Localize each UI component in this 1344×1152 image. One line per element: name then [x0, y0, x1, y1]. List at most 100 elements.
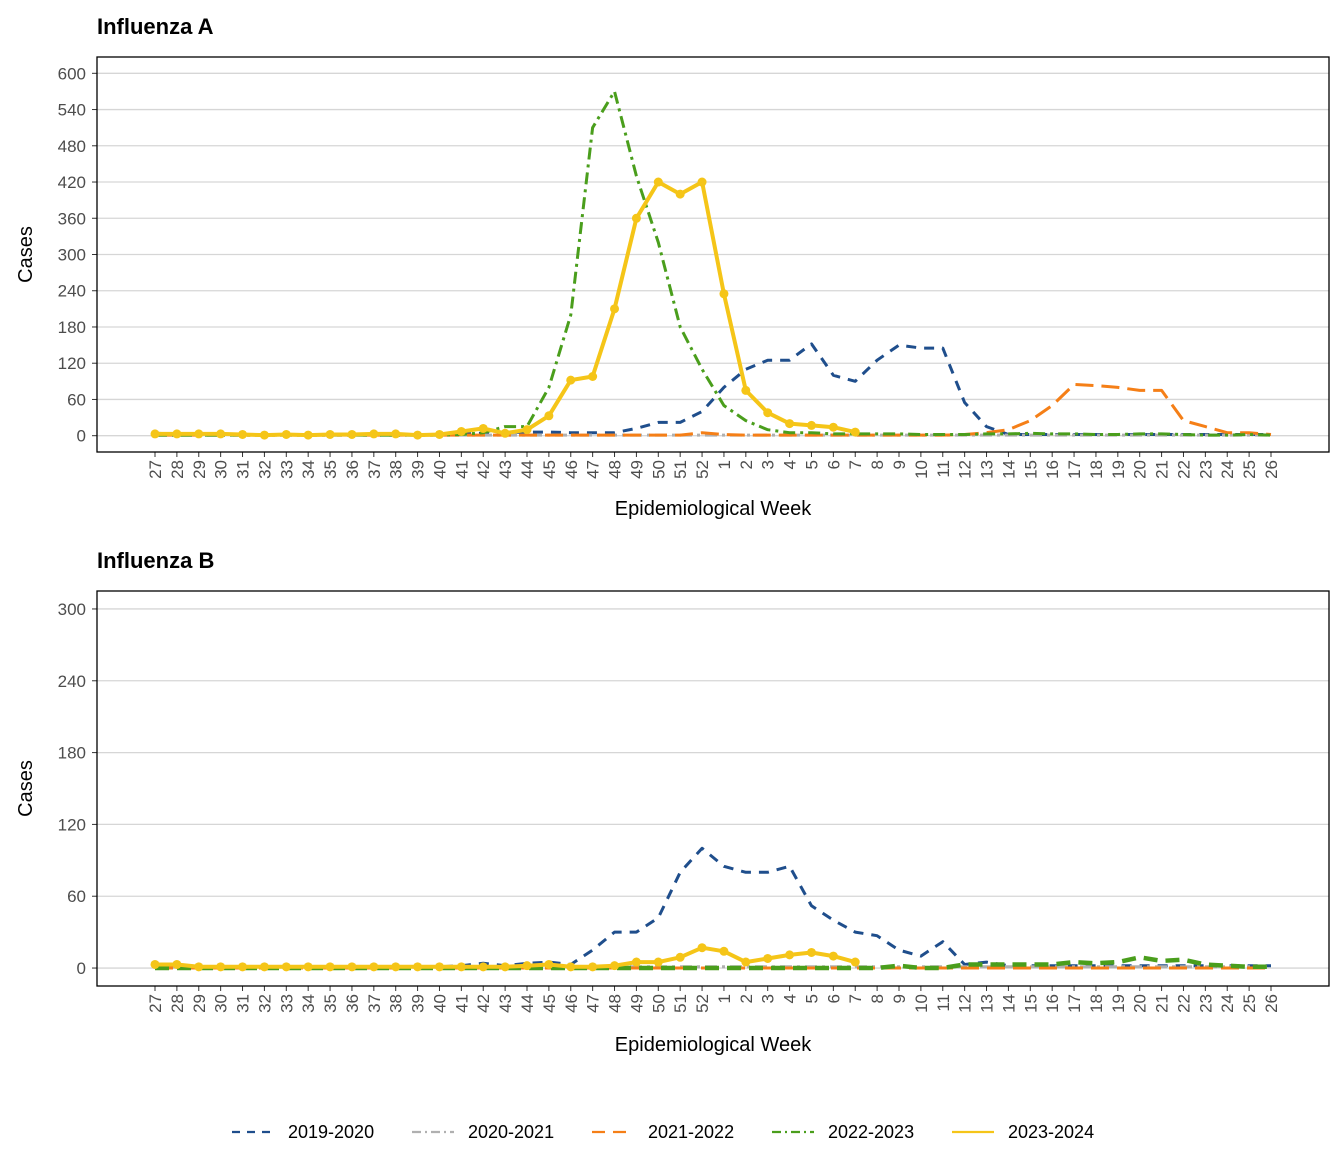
- x-tick-label: 32: [255, 460, 274, 479]
- x-tick-label: 30: [212, 460, 231, 479]
- x-tick-label: 36: [343, 460, 362, 479]
- x-tick-label: 4: [781, 460, 800, 469]
- x-tick-label: 29: [190, 994, 209, 1013]
- x-tick-label: 8: [868, 994, 887, 1003]
- x-tick-label: 42: [474, 994, 493, 1013]
- x-tick-label: 7: [846, 460, 865, 469]
- series-group: [150, 846, 1271, 972]
- data-point-2023-2024: [391, 962, 401, 972]
- y-tick-label: 120: [58, 354, 86, 373]
- x-tick-label: 22: [1174, 994, 1193, 1013]
- data-point-2023-2024: [697, 943, 707, 953]
- x-tick-label: 13: [978, 460, 997, 479]
- x-axis-label: Epidemiological Week: [615, 1034, 812, 1056]
- x-tick-label: 39: [409, 994, 428, 1013]
- x-tick-label: 37: [365, 460, 384, 479]
- data-point-2023-2024: [303, 962, 313, 972]
- x-tick-label: 16: [1043, 460, 1062, 479]
- x-tick-label: 33: [277, 994, 296, 1013]
- x-tick-label: 26: [1262, 994, 1281, 1013]
- x-tick-label: 46: [562, 994, 581, 1013]
- x-tick-label: 11: [934, 460, 953, 478]
- x-tick-label: 43: [496, 994, 515, 1013]
- x-tick-label: 33: [277, 460, 296, 479]
- x-tick-label: 35: [321, 460, 340, 479]
- y-tick-label: 480: [58, 137, 86, 156]
- x-tick-label: 42: [474, 460, 493, 479]
- x-axis: 27 28 29 30 31 32 33 34 35 36 37 38 39 40 41 42 43 44 45 46…: [146, 452, 1281, 479]
- y-tick-label: 120: [58, 815, 86, 834]
- x-tick-label: 17: [1065, 994, 1084, 1013]
- x-tick-label: 48: [606, 460, 625, 479]
- data-point-2023-2024: [763, 953, 773, 963]
- data-point-2023-2024: [588, 962, 598, 972]
- y-tick-label: 0: [77, 427, 86, 446]
- legend-item: 2020-2021: [412, 1122, 554, 1142]
- data-point-2023-2024: [566, 962, 576, 972]
- legend-label: 2022-2023: [828, 1122, 914, 1142]
- x-tick-label: 17: [1065, 460, 1084, 479]
- legend-label: 2023-2024: [1008, 1122, 1094, 1142]
- data-point-2023-2024: [216, 429, 226, 439]
- chart-title-influenza-b: Influenza B: [97, 548, 215, 573]
- data-point-2023-2024: [172, 959, 182, 969]
- x-tick-label: 47: [584, 460, 603, 479]
- x-tick-label: 27: [146, 994, 165, 1013]
- series-group: [150, 89, 1272, 440]
- x-tick-label: 50: [649, 460, 668, 479]
- data-point-2023-2024: [391, 429, 401, 439]
- x-tick-label: 2: [737, 994, 756, 1003]
- x-tick-label: 52: [693, 460, 712, 479]
- x-tick-label: 52: [693, 994, 712, 1013]
- data-point-2023-2024: [413, 962, 423, 972]
- y-tick-label: 300: [58, 600, 86, 619]
- x-tick-label: 20: [1131, 994, 1150, 1013]
- data-point-2023-2024: [697, 177, 707, 187]
- legend-item: 2023-2024: [952, 1122, 1094, 1142]
- x-tick-label: 51: [671, 994, 690, 1013]
- x-tick-label: 18: [1087, 994, 1106, 1013]
- y-tick-label: 600: [58, 64, 86, 83]
- data-point-2023-2024: [850, 957, 860, 967]
- x-tick-label: 13: [978, 994, 997, 1013]
- x-tick-label: 45: [540, 460, 559, 479]
- data-point-2023-2024: [194, 429, 204, 439]
- data-point-2023-2024: [785, 950, 795, 960]
- x-tick-label: 31: [234, 994, 253, 1013]
- x-tick-label: 27: [146, 460, 165, 479]
- data-point-2023-2024: [325, 429, 335, 439]
- x-tick-label: 8: [868, 460, 887, 469]
- data-point-2023-2024: [500, 428, 510, 438]
- y-axis-label: Cases: [15, 760, 37, 817]
- x-tick-label: 21: [1153, 994, 1172, 1013]
- data-point-2023-2024: [610, 961, 620, 971]
- x-tick-label: 48: [606, 994, 625, 1013]
- data-point-2023-2024: [259, 962, 269, 972]
- x-tick-label: 18: [1087, 460, 1106, 479]
- x-tick-label: 1: [715, 994, 734, 1003]
- x-tick-label: 5: [802, 994, 821, 1003]
- x-tick-label: 44: [518, 460, 537, 479]
- x-tick-label: 19: [1109, 460, 1128, 479]
- data-point-2023-2024: [194, 962, 204, 972]
- data-point-2023-2024: [281, 962, 291, 972]
- data-point-2023-2024: [763, 408, 773, 418]
- data-point-2023-2024: [631, 957, 641, 967]
- legend-label: 2020-2021: [468, 1122, 554, 1142]
- data-point-2023-2024: [369, 429, 379, 439]
- data-point-2023-2024: [850, 427, 860, 437]
- data-point-2023-2024: [347, 429, 357, 439]
- y-tick-label: 0: [77, 959, 86, 978]
- x-tick-label: 30: [212, 994, 231, 1013]
- data-point-2023-2024: [719, 289, 729, 299]
- data-point-2023-2024: [544, 411, 554, 421]
- x-tick-label: 44: [518, 994, 537, 1013]
- data-point-2023-2024: [741, 385, 751, 395]
- x-tick-label: 23: [1196, 460, 1215, 479]
- data-point-2023-2024: [566, 375, 576, 385]
- data-point-2023-2024: [413, 430, 423, 440]
- x-tick-label: 32: [255, 994, 274, 1013]
- x-tick-label: 5: [802, 460, 821, 469]
- data-point-2023-2024: [610, 304, 620, 314]
